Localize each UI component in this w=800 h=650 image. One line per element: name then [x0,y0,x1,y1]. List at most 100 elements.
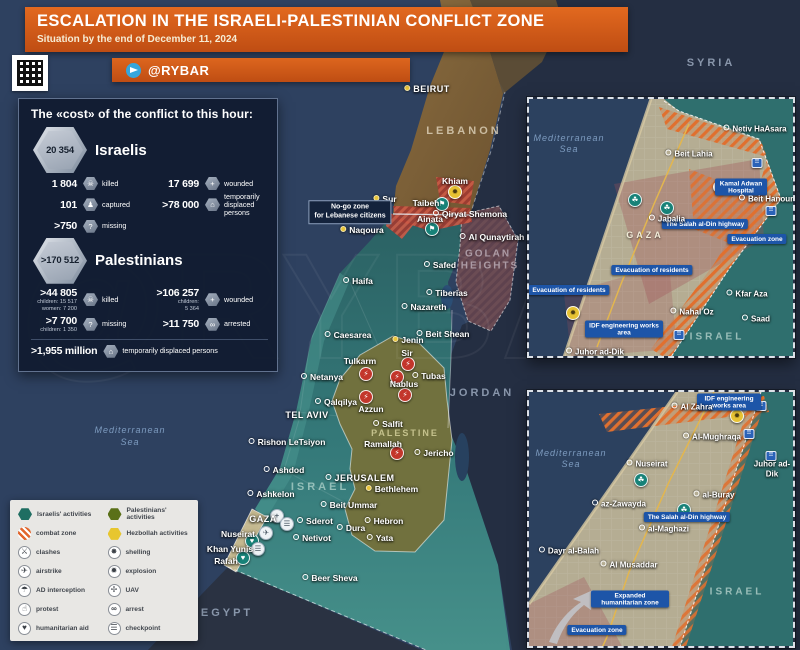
tag-evacuation-zone: Evacuation zone [727,234,787,244]
stat-label: arrested [224,319,251,329]
ad-interception-icon: ☂ [18,584,31,598]
inset-label-al-buray: al-Buray [693,491,734,500]
stat-row: >106 257 children: 5 364 + wounded [153,287,268,313]
legend-item: ✈ airstrike [18,565,104,579]
inset-label-netiv-haasara: Netiv HaAsara [723,125,786,134]
inset-sea-label-1: Mediterranean [535,448,607,459]
city-label-dura: Dura [337,523,365,533]
city-label-jericho: Jericho [414,448,453,458]
stat-label: temporarily displaced persons [224,192,260,217]
stat-row: >78 000 ⌂ temporarily displaced persons [153,193,268,217]
stat-label: temporarily displaced persons [122,346,218,356]
tag-kamal-adwan-hospital: Kamal Adwan Hospital [715,178,767,196]
city-label-tulkarm: Tulkarm [343,356,377,366]
israeli-activities-swatch-icon [18,508,32,521]
humanitarian-aid-icon: ♥ [18,621,31,635]
no-go-zone-line1: No-go zone [330,203,370,211]
inset-label-beit-lahia: Beit Lahia [665,150,712,159]
stats-title: The «cost» of the conflict to this hour: [31,107,254,121]
inset-label-juhor-ad-dik: Juhor ad-Dik [566,348,624,357]
inset-label-al-maghazi: al-Maghazi [639,525,689,534]
inset-label-al-musaddar: Al Musaddar [600,561,657,570]
stats-panel: The «cost» of the conflict to this hour:… [18,98,278,372]
idf-post-icon: ☰ [765,451,777,461]
city-label-tiberias: Tiberias [426,288,467,298]
city-label-haifa: Haifa [343,276,373,286]
legend-label: explosion [125,568,157,576]
stat-label: killed [102,178,119,188]
stat-row: >7 700 children: 1 350 ? missing [31,315,153,334]
medical-cross-icon: + [205,177,220,190]
clashes-icon: ⚔ [18,546,31,560]
region-label-israel: ISRAEL [290,481,350,493]
hexagon-badge-icon: >170 512 [33,237,87,284]
stat-row: >11 750 ∞ arrested [153,315,268,334]
handcuffs-icon: ∞ [205,317,220,331]
clashes-marker-icon: ⚡ [390,446,404,460]
skull-icon: ☠ [83,293,98,307]
legend-item: ✸ shelling [107,546,194,560]
region-label-golan-1: GOLAN [464,248,512,260]
legend-label: humanitarian aid [36,624,89,632]
inset-label-dayr-al-balah: Dayr al-Balah [539,547,599,556]
protest-icon: ☝ [18,603,31,617]
city-label-nuseirat: Nuseirat [220,529,256,539]
city-label-ashdod: Ashdod [264,465,305,475]
stat-subvalue: children: [177,298,199,305]
legend-item: Israelis' activities [18,507,104,522]
stat-value: >44 805 [40,286,77,299]
inset-label-juhor-ad-dik: Juhor ad-Dik [753,459,791,478]
city-label-jerusalem: JERUSALEM [325,473,394,483]
city-label-sderot: Sderot [297,516,333,526]
airstrike-icon: ✈ [18,565,31,579]
legend-label: arrest [125,605,144,613]
idf-post-icon: ☰ [743,429,755,439]
checkpoint-icon: ☰ [107,621,121,635]
tag-idf-engineering-works: IDF engineering works area [697,393,761,411]
legend-label: clashes [36,549,61,557]
arrest-icon: ∞ [107,603,121,617]
idf-post-icon: ☰ [673,330,685,340]
region-lebanon [393,0,503,215]
captured-icon: ♟ [83,198,98,212]
stat-value: >78 000 [162,198,199,211]
clashes-marker-icon: ⚡ [359,367,373,381]
legend-label: shelling [125,549,151,557]
inset-sea-label-1: Mediterranean [533,133,605,144]
inset-label-jabalia: Jabalia [649,215,685,224]
uav-icon: ✢ [107,584,121,598]
city-label-beit-shean: Beit Shean [417,329,470,339]
city-label-azzun: Azzun [358,404,384,414]
stat-value: >7 700 [45,314,77,327]
idf-post-icon: ☰ [751,158,763,168]
sea-label-2: Sea [120,437,140,448]
stat-subvalue: women: 7 200 [41,305,77,312]
inset-label-nahal-oz: Nahal Oz [670,308,713,317]
inset-label-al-mughraqa: Al-Mughraqa [683,433,741,442]
poi-marker-icon: ☘ [660,201,674,215]
region-label-golan-2: HEIGHTS [460,260,520,272]
city-label-qiryat-shemona: Qiryat Shemona [433,209,507,219]
city-label-safed: Safed [424,260,456,270]
legend-label: Palestinians' activities [126,507,167,522]
hezbollah-marker-icon: ✹ [730,409,744,423]
dead-sea [455,433,469,481]
inset-label-az-zawayda: az-Zawayda [592,500,646,509]
channel-name: @RYBAR [148,62,210,78]
stat-value: >11 750 [162,318,199,331]
stat-value: >106 257 [156,286,200,299]
city-label-hebron: Hebron [365,516,404,526]
region-label-egypt: EGYPT [200,607,254,619]
city-label-rafah: Rafah [214,556,238,566]
stat-subvalue: 5 364 [185,305,199,312]
strip-marker-icon: ☰ [251,542,265,556]
clashes-marker-icon: ⚡ [398,388,412,402]
region-label-syria: SYRIA [686,57,736,69]
city-label-ainata: Ainata [417,214,443,224]
region-egypt [147,567,422,650]
no-go-zone-callout: No-go zone for Lebanese citizens [308,200,392,224]
stat-value: 101 [60,198,77,211]
legend-panel: Israelis' activities Palestinians' activ… [10,500,198,641]
legend-item: ☰ checkpoint [107,621,194,635]
inset-label-al-zahra: Al Zahra [671,403,712,412]
